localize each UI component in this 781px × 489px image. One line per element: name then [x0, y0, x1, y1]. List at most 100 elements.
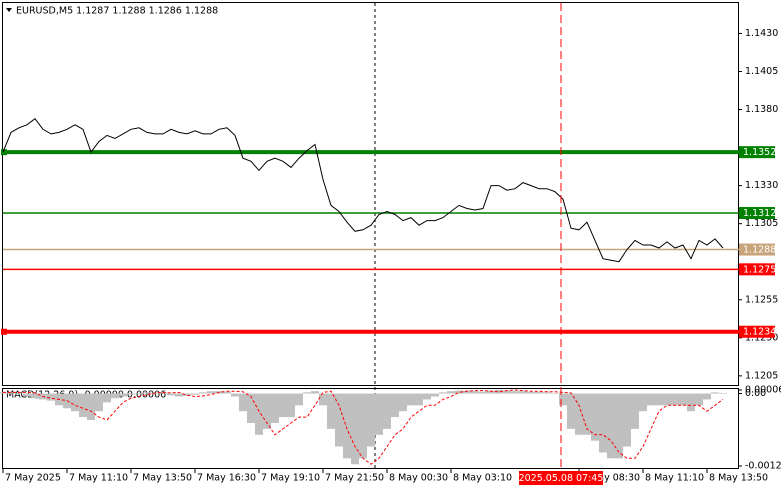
macd-bar	[567, 393, 575, 429]
macd-bar	[295, 393, 303, 406]
macd-bar	[511, 391, 519, 394]
macd-panel-frame	[2, 388, 739, 469]
macd-bar	[119, 393, 127, 397]
macd-bar	[287, 393, 295, 418]
macd-bar	[391, 393, 399, 418]
macd-bar	[471, 391, 479, 394]
x-tick-label: 7 May 16:30	[197, 473, 256, 484]
macd-bar	[327, 393, 335, 429]
macd-bar	[255, 393, 263, 435]
macd-bar	[143, 392, 151, 394]
macd-bar	[15, 392, 23, 394]
macd-bar	[375, 393, 383, 435]
macd-bar	[135, 392, 143, 394]
macd-bar	[711, 392, 719, 394]
macd-bar	[207, 391, 215, 394]
macd-bar	[175, 393, 183, 397]
macd-bar	[199, 392, 207, 394]
macd-bar	[655, 393, 663, 406]
macd-bar	[495, 390, 503, 394]
macd-bar	[343, 393, 351, 459]
macd-bar	[679, 393, 687, 406]
macd-bar	[0, 392, 7, 394]
x-tick-label: 7 May 13:50	[133, 473, 192, 484]
macd-bar	[47, 393, 55, 401]
macd-bar	[223, 391, 231, 394]
macd-bar	[623, 393, 631, 447]
macd-bar	[383, 393, 391, 429]
macd-bar	[335, 393, 343, 447]
macd-bar	[719, 392, 727, 394]
y-tick-label: 1.1330	[745, 180, 778, 191]
macd-bar	[671, 393, 679, 406]
level-label: 1.1275	[743, 264, 776, 275]
macd-bar	[359, 393, 367, 459]
macd-bar	[367, 393, 375, 447]
macd-bar	[663, 393, 671, 406]
y-tick-label: 1.1305	[745, 218, 778, 229]
macd-bar	[279, 393, 287, 418]
x-tick-label: 8 May 13:50	[709, 473, 768, 484]
level-handle	[1, 149, 7, 156]
x-tick-label: 7 May 2025	[5, 473, 61, 484]
macd-bar	[71, 393, 79, 412]
macd-bar	[231, 393, 239, 397]
level-handle	[1, 328, 7, 335]
y-tick-label: 1.1380	[745, 104, 778, 115]
macd-bar	[695, 393, 703, 406]
level-label-box	[739, 325, 775, 338]
main-panel-frame	[2, 2, 739, 386]
macd-bar	[431, 393, 439, 397]
macd-bar	[423, 393, 431, 400]
macd-bar	[351, 393, 359, 465]
macd-bar	[103, 393, 111, 403]
level-label: 1.1234	[743, 327, 776, 338]
macd-bar	[599, 393, 607, 453]
macd-bar	[503, 390, 511, 394]
macd-bar	[271, 393, 279, 423]
y-tick-label: 1.1230	[745, 332, 778, 343]
macd-bar	[447, 391, 455, 394]
macd-bar	[479, 391, 487, 394]
macd-bar	[303, 392, 311, 394]
macd-bar	[319, 393, 327, 406]
y-tick-label: 1.1255	[745, 294, 778, 305]
level-label-box	[739, 243, 775, 256]
macd-bar	[79, 393, 87, 418]
crosshair-label: 2025.05.08 07:45	[519, 473, 604, 484]
macd-bar	[7, 392, 15, 394]
macd-bar	[575, 393, 583, 435]
price-line	[2, 117, 724, 263]
level-label: 1.1352	[743, 147, 776, 158]
x-tick-label: 8 May 08:30	[581, 473, 640, 484]
macd-bar	[615, 393, 623, 459]
level-label: 1.1312	[743, 208, 776, 219]
macd-bar	[87, 393, 95, 421]
macd-bar	[95, 393, 103, 412]
macd-bar	[463, 390, 471, 394]
macd-bar	[583, 393, 591, 435]
level-label-box	[739, 146, 775, 159]
macd-bar	[639, 393, 647, 412]
y-tick-label: 1.1405	[745, 66, 778, 77]
macd-bar	[551, 392, 559, 394]
macd-bar	[311, 391, 319, 394]
macd-bar	[519, 391, 527, 394]
macd-bar	[167, 393, 175, 396]
macd-bar	[23, 393, 31, 397]
x-tick-label: 7 May 11:10	[69, 473, 128, 484]
macd-bar	[263, 393, 271, 429]
menu-arrow	[6, 8, 12, 12]
macd-bar	[687, 393, 695, 412]
macd-bar	[607, 393, 615, 459]
y-tick-label: -0.00123	[745, 461, 781, 472]
x-tick-label: 8 May 11:10	[645, 473, 704, 484]
crosshair-label-box	[519, 471, 603, 485]
x-tick-label: 8 May 03:10	[453, 473, 512, 484]
macd-bar	[647, 393, 655, 406]
macd-bar	[399, 393, 407, 412]
macd-bar	[191, 393, 199, 395]
level-label-box	[739, 207, 775, 220]
level-label: 1.1288	[743, 245, 776, 256]
